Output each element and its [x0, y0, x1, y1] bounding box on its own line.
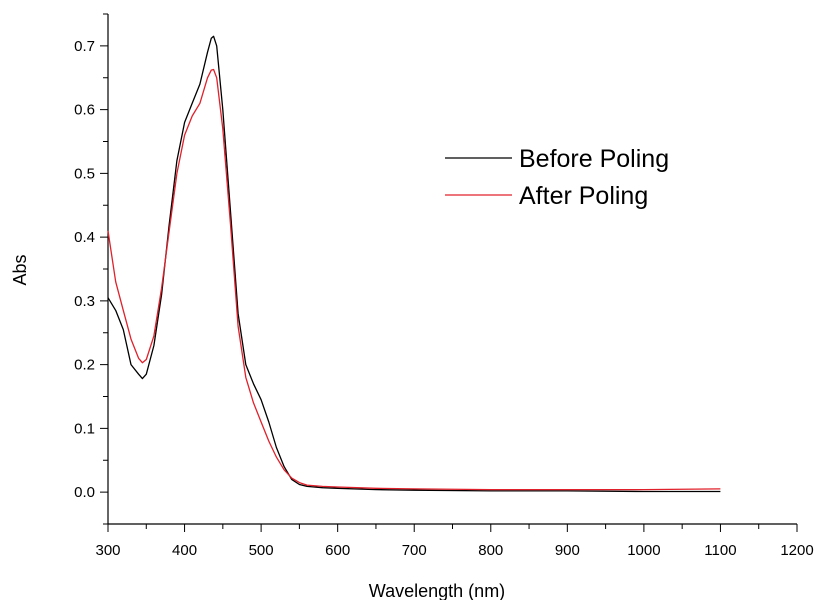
y-axis-title: Abs — [10, 254, 30, 285]
y-tick-label: 0.6 — [74, 102, 95, 119]
x-tick-label: 1000 — [627, 542, 660, 559]
legend-label-after-poling: After Poling — [519, 182, 648, 210]
x-axis-title: Wavelength (nm) — [369, 581, 505, 600]
legend: Before Poling After Poling — [445, 145, 669, 210]
x-tick-label: 500 — [249, 542, 274, 559]
y-axis-ticks: 0.0 0.1 0.2 0.3 0.4 0.5 0.6 0.7 — [74, 13, 108, 525]
series-line-after-poling — [107, 68, 721, 491]
y-tick-label: 0.1 — [74, 420, 95, 437]
x-tick-label: 400 — [172, 542, 197, 559]
series-line-before-poling — [107, 35, 721, 493]
y-tick-label: 0.7 — [74, 38, 95, 55]
y-tick-label: 0.4 — [74, 229, 95, 246]
legend-label-before-poling: Before Poling — [519, 145, 669, 173]
y-tick-label: 0.0 — [74, 484, 95, 501]
y-tick-label: 0.2 — [74, 357, 95, 374]
plot-area — [107, 14, 797, 525]
series-layer — [107, 35, 721, 493]
x-tick-label: 600 — [325, 542, 350, 559]
x-tick-label: 1100 — [704, 542, 736, 559]
x-axis-ticks: 300 400 500 600 700 800 900 1000 1100 1200 — [95, 524, 814, 559]
x-tick-label: 900 — [555, 542, 580, 559]
x-tick-label: 300 — [95, 542, 120, 559]
x-tick-label: 1200 — [780, 542, 813, 559]
x-tick-label: 700 — [402, 542, 427, 559]
y-tick-label: 0.5 — [74, 165, 95, 182]
x-tick-label: 800 — [478, 542, 503, 559]
y-tick-label: 0.3 — [74, 293, 95, 310]
